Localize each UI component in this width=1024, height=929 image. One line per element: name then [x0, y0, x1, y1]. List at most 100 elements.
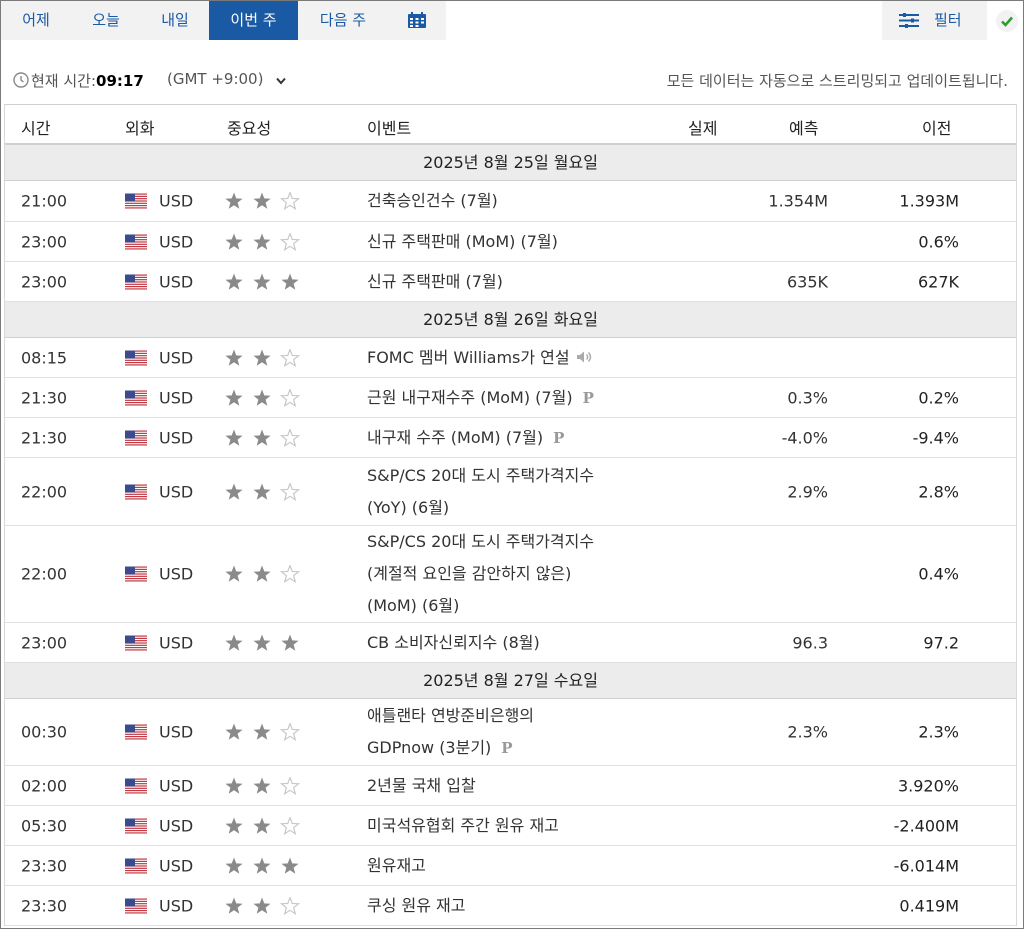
event-name-line: (YoY) (6월) — [367, 497, 450, 517]
event-currency: USD — [159, 191, 194, 211]
tab-today[interactable]: 오늘 — [71, 1, 141, 40]
header-forecast: 예측 — [789, 119, 819, 138]
us-flag-icon — [125, 778, 147, 793]
event-name-line: 2년물 국채 입찰 — [367, 775, 476, 795]
day-header: 2025년 8월 27일 수요일 — [5, 663, 1016, 699]
event-name-line: S&P/CS 20대 도시 주택가격지수 — [367, 532, 595, 551]
star-filled-icon — [225, 565, 243, 582]
importance-stars — [225, 428, 301, 447]
event-currency: USD — [159, 272, 194, 291]
timezone-selector[interactable]: (GMT +9:00) — [167, 70, 264, 88]
event-currency: USD — [159, 896, 194, 915]
importance-stars — [225, 723, 301, 741]
chevron-down-icon[interactable] — [276, 77, 286, 85]
event-name[interactable]: 건축승인건수 (7월) — [367, 185, 667, 217]
tab-yesterday[interactable]: 어제 — [1, 1, 71, 40]
event-currency: USD — [159, 428, 194, 447]
economic-calendar-table: 시간 외화 중요성 이벤트 실제 예측 이전 2025년 8월 25일 월요일 2… — [4, 104, 1017, 926]
table-row[interactable]: 22:00 USD S&P/CS 20대 도시 주택가격지수 (계절적 요인을 감안하… — [5, 526, 1016, 623]
table-row[interactable]: 22:00 USD S&P/CS 20대 도시 주택가격지수 (YoY) (6월) 2.… — [5, 458, 1016, 526]
event-name-line: FOMC 멤버 Williams가 연설 — [367, 342, 667, 374]
header-currency: 외화 — [125, 119, 155, 138]
star-filled-icon — [253, 565, 271, 582]
event-time: 22:00 — [21, 482, 68, 501]
event-name[interactable]: 애틀랜타 연방준비은행의 GDPnow (3분기) P — [367, 700, 667, 764]
importance-stars — [225, 857, 299, 874]
event-time: 00:30 — [21, 722, 68, 742]
table-row[interactable]: 21:30 USD 근원 내구재수주 (MoM) (7월) P 0.3% 0.2% — [5, 378, 1016, 418]
event-currency: USD — [159, 232, 194, 251]
table-row[interactable]: 21:30 USD 내구재 수주 (MoM) (7월) P -4.0% -9.4% — [5, 418, 1016, 458]
event-currency: USD — [159, 856, 194, 875]
event-name[interactable]: CB 소비자신뢰지수 (8월) — [367, 627, 667, 659]
table-row[interactable]: 05:30 USD 미국석유협회 주간 원유 재고 -2.400M — [5, 806, 1016, 846]
star-filled-icon — [253, 429, 271, 446]
table-row[interactable]: 08:15 USD FOMC 멤버 Williams가 연설 — [5, 338, 1016, 378]
event-name[interactable]: 미국석유협회 주간 원유 재고 — [367, 810, 667, 842]
us-flag-icon — [125, 898, 147, 913]
check-icon[interactable] — [996, 10, 1018, 32]
star-filled-icon — [281, 634, 299, 651]
event-name[interactable]: S&P/CS 20대 도시 주택가격지수 (YoY) (6월) — [367, 460, 667, 524]
event-name-line: (계절적 요인을 감안하지 않은) — [367, 564, 572, 583]
us-flag-icon — [125, 193, 147, 209]
event-name-line: 원유재고 — [367, 855, 426, 875]
importance-stars — [225, 896, 301, 915]
us-flag-icon — [125, 635, 147, 650]
event-name[interactable]: 신규 주택판매 (MoM) (7월) — [367, 226, 667, 258]
event-name[interactable]: FOMC 멤버 Williams가 연설 — [367, 342, 667, 374]
table-row[interactable]: 23:30 USD 쿠싱 원유 재고 0.419M — [5, 886, 1016, 926]
event-previous: 0.6% — [918, 232, 959, 251]
star-filled-icon — [225, 723, 243, 740]
table-row[interactable]: 23:30 USD 원유재고 -6.014M — [5, 846, 1016, 886]
preliminary-badge: P — [553, 428, 565, 447]
event-forecast: 0.3% — [787, 388, 828, 407]
star-empty-icon — [279, 192, 301, 210]
event-currency: USD — [159, 388, 194, 407]
table-row[interactable]: 23:00 USD 신규 주택판매 (7월) 635K 627K — [5, 262, 1016, 302]
preliminary-badge: P — [582, 388, 594, 407]
event-previous: -6.014M — [893, 856, 959, 875]
event-time: 23:00 — [21, 633, 68, 652]
event-currency: USD — [159, 816, 194, 835]
us-flag-icon — [125, 818, 147, 833]
star-filled-icon — [253, 483, 271, 500]
event-name[interactable]: 근원 내구재수주 (MoM) (7월) P — [367, 382, 667, 414]
tab-tomorrow[interactable]: 내일 — [141, 1, 209, 40]
star-filled-icon — [253, 273, 271, 290]
star-filled-icon — [253, 897, 271, 914]
event-name[interactable]: 2년물 국채 입찰 — [367, 770, 667, 802]
table-row[interactable]: 21:00 USD 건축승인건수 (7월) 1.354M 1.393M — [5, 181, 1016, 222]
event-previous: 97.2 — [923, 633, 959, 652]
importance-stars — [225, 482, 301, 501]
event-name[interactable]: 내구재 수주 (MoM) (7월) P — [367, 422, 667, 454]
table-row[interactable]: 23:00 USD CB 소비자신뢰지수 (8월) 96.3 97.2 — [5, 623, 1016, 663]
table-row[interactable]: 00:30 USD 애틀랜타 연방준비은행의 GDPnow (3분기) P 2.3% 2.3… — [5, 699, 1016, 766]
tab-next-week[interactable]: 다음 주 — [298, 1, 388, 40]
event-time: 21:00 — [21, 191, 68, 211]
clock-icon — [13, 72, 29, 88]
importance-stars — [225, 388, 301, 407]
star-empty-icon — [279, 482, 301, 501]
event-name[interactable]: 신규 주택판매 (7월) — [367, 266, 667, 298]
event-name[interactable]: 원유재고 — [367, 850, 667, 882]
event-previous: -9.4% — [912, 428, 959, 447]
event-previous: 1.393M — [899, 191, 959, 211]
event-name-line: 쿠싱 원유 재고 — [367, 895, 466, 915]
star-empty-icon — [279, 428, 301, 447]
event-name-line: S&P/CS 20대 도시 주택가격지수 — [367, 465, 595, 485]
table-row[interactable]: 02:00 USD 2년물 국채 입찰 3.920% — [5, 766, 1016, 806]
table-row[interactable]: 23:00 USD 신규 주택판매 (MoM) (7월) 0.6% — [5, 222, 1016, 262]
header-previous: 이전 — [922, 119, 952, 138]
tab-this-week[interactable]: 이번 주 — [209, 1, 298, 40]
event-forecast: 635K — [786, 272, 828, 291]
event-currency: USD — [159, 348, 194, 367]
filter-button[interactable]: 필터 — [882, 1, 987, 40]
event-name[interactable]: S&P/CS 20대 도시 주택가격지수 (계절적 요인을 감안하지 않은) (Mo… — [367, 526, 667, 622]
tab-calendar[interactable] — [388, 1, 446, 40]
star-empty-icon — [279, 348, 301, 367]
us-flag-icon — [125, 390, 147, 405]
event-time: 02:00 — [21, 776, 68, 795]
event-name[interactable]: 쿠싱 원유 재고 — [367, 890, 667, 922]
star-empty-icon — [279, 723, 301, 741]
